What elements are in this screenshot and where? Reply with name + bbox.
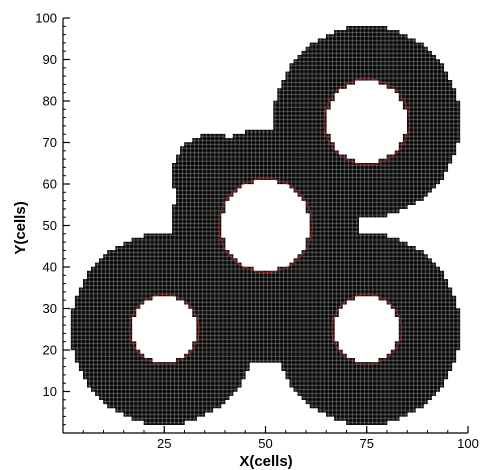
- y-tick-label: 50: [43, 218, 57, 233]
- hole-interface-3: [217, 177, 314, 274]
- x-axis-title: X(cells): [239, 453, 292, 470]
- y-tick-label: 40: [43, 260, 57, 275]
- mesh-subcells: [71, 26, 460, 425]
- mesh-cells: [70, 26, 461, 425]
- mesh-layer: [70, 26, 461, 425]
- interface-layer: [128, 78, 411, 365]
- y-tick-label: 70: [43, 135, 57, 150]
- y-tick-label: 20: [43, 343, 57, 358]
- y-tick-label: 90: [43, 52, 57, 67]
- hole-interface-2: [331, 293, 403, 365]
- hole-interface-1: [128, 293, 200, 365]
- y-tick-label: 100: [35, 11, 57, 26]
- y-tick-label: 80: [43, 94, 57, 109]
- x-tick-label: 75: [360, 436, 374, 451]
- y-tick-label: 30: [43, 301, 57, 316]
- axes: 25 50 75 100 10 20 30 40 50 60 70 80 90 100: [35, 11, 479, 452]
- x-tick-label: 100: [457, 436, 479, 451]
- y-tick-label: 60: [43, 177, 57, 192]
- hole-interface-4: [323, 78, 411, 166]
- x-tick-label: 50: [258, 436, 272, 451]
- y-tick-label: 10: [43, 384, 57, 399]
- y-axis-title: Y(cells): [12, 201, 29, 254]
- x-tick-label: 25: [157, 436, 171, 451]
